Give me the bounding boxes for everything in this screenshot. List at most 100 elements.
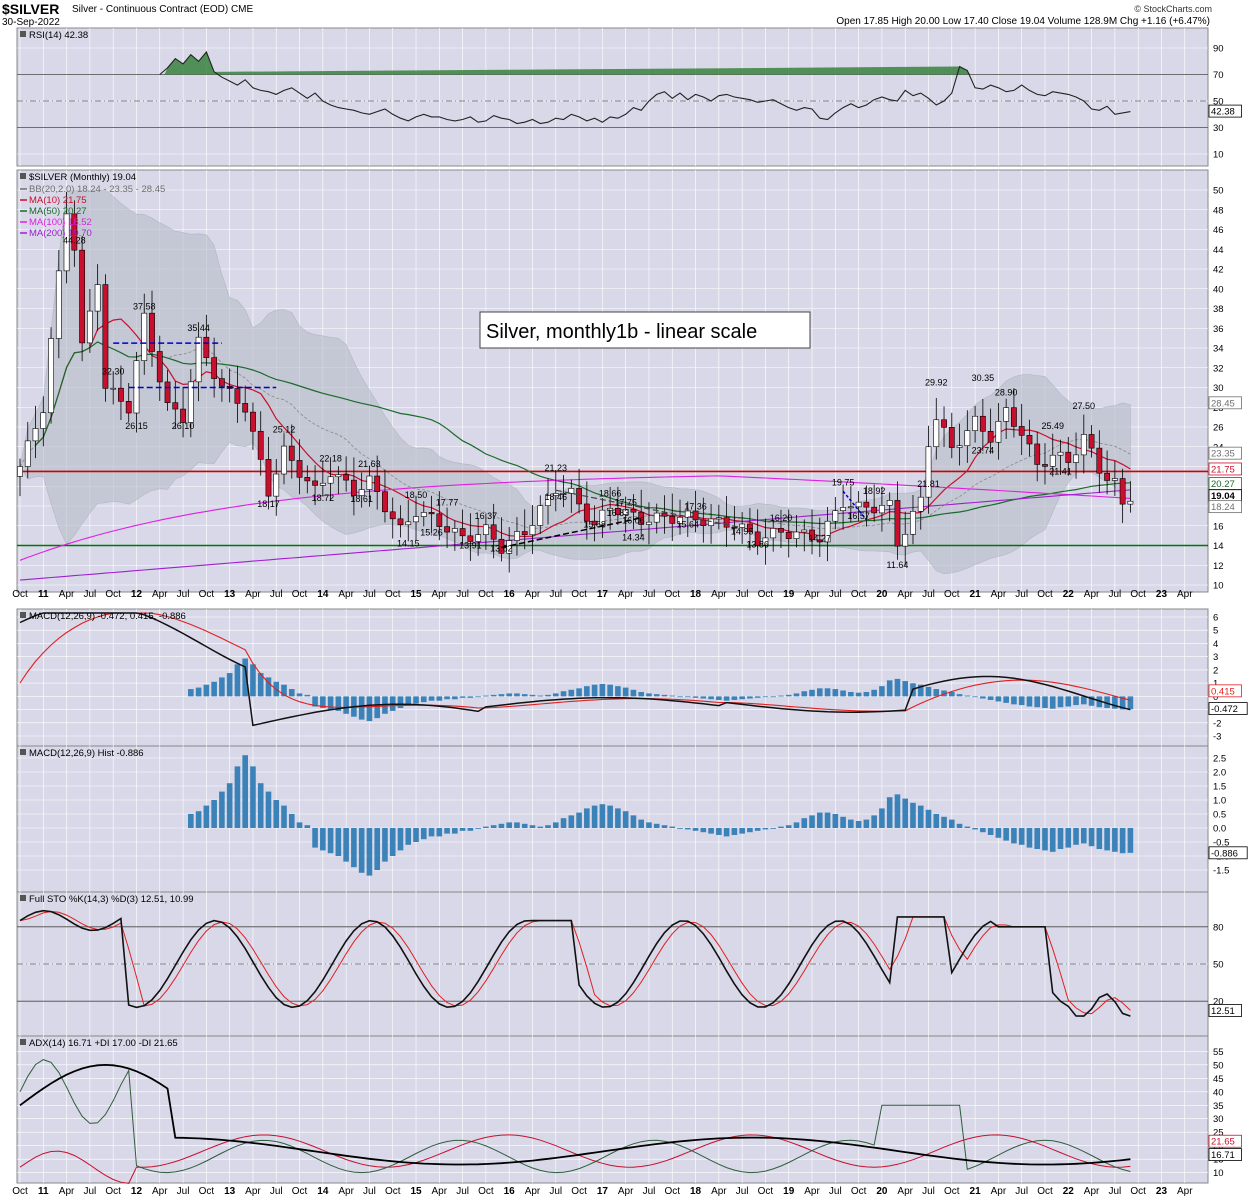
x-tick-label: Apr [525, 1186, 541, 1197]
panel-title-sto: Full STO %K(14,3) %D(3) 12.51, 10.99 [29, 894, 194, 905]
panel-adx-bg [16, 1035, 1209, 1184]
candle-down [296, 460, 303, 478]
macd-hist-bar [1018, 696, 1025, 706]
candle-down [521, 531, 528, 536]
candle-up [855, 501, 862, 508]
macd-hist-bar [242, 658, 248, 697]
value-label-box [1208, 1134, 1242, 1148]
y-tick-label: 50 [1213, 186, 1224, 197]
hist-bar [677, 828, 683, 829]
value-label: 21.75 [1211, 464, 1235, 475]
x-tick-label: Apr [804, 1186, 820, 1197]
price-pivot-label: 16.20 [770, 513, 793, 523]
x-tick-label: Oct [292, 1186, 308, 1197]
hist-bar [498, 823, 505, 828]
candle-down [785, 531, 792, 539]
macd-hist-bar [731, 696, 738, 700]
hist-bar [382, 828, 388, 862]
hist-bar [902, 798, 909, 828]
x-tick-label: Apr [1177, 1186, 1193, 1197]
hist-bar [708, 828, 714, 834]
macd-hist-bar [871, 689, 877, 697]
value-label-box [1208, 104, 1242, 118]
hist-bar [692, 828, 699, 831]
hist-bar [304, 825, 311, 828]
macd-hist-bar [545, 694, 551, 697]
candle-up [972, 415, 978, 431]
macd-hist-bar [964, 695, 971, 697]
y-tick-label: 16 [1213, 521, 1224, 532]
candle-down [816, 539, 823, 543]
hist-bar [537, 826, 544, 828]
price-pivot-label: 14.95 [731, 527, 754, 537]
macd-hist-bar [467, 696, 474, 698]
hist-bar [506, 822, 512, 828]
price-pivot-label: 25.49 [1041, 421, 1064, 431]
y-tick-label: 40 [1213, 284, 1224, 295]
macd-hist-bar [257, 673, 264, 697]
x-tick-label: 19 [783, 589, 795, 600]
hist-bar [1057, 828, 1064, 849]
candle-up [622, 509, 629, 515]
symbol-description: Silver - Continuous Contract (EOD) [72, 4, 229, 15]
hist-bar [312, 828, 318, 848]
y-tick-label: 1.5 [1213, 782, 1226, 793]
macd-hist-bar [661, 694, 668, 697]
macd-hist-bar [1112, 696, 1118, 709]
x-tick-label: 17 [597, 1186, 609, 1197]
candle-up [560, 493, 567, 495]
hist-bar [1003, 828, 1009, 841]
hist-bar [917, 805, 924, 828]
y-tick-label: 1.0 [1213, 796, 1226, 807]
hist-bar [296, 822, 303, 828]
candle-up [910, 511, 916, 535]
y-tick-label: 0.5 [1213, 810, 1226, 821]
candle-down [172, 402, 179, 410]
macd-hist-bar [281, 684, 287, 697]
hist-bar [521, 823, 528, 828]
candle-down [576, 488, 582, 505]
hist-bar [188, 814, 194, 828]
panel-menu-icon [20, 1039, 26, 1045]
candle-down [1104, 472, 1110, 481]
hist-bar [599, 804, 606, 828]
candle-down [211, 357, 218, 379]
x-tick-label: Apr [897, 1186, 913, 1197]
hist-bar [785, 825, 792, 828]
candle-up [55, 270, 62, 339]
y-tick-label: 3 [1213, 652, 1218, 663]
price-pivot-label: 14.34 [622, 533, 645, 543]
macd-hist-bar [506, 693, 512, 697]
hist-bar [1065, 828, 1072, 848]
value-label-box [1208, 684, 1242, 698]
hist-bar [824, 812, 831, 828]
panel-menu-icon [20, 31, 26, 37]
x-tick-label: 18 [690, 1186, 702, 1197]
legend-entry: MA(50) 20.27 [29, 206, 87, 217]
x-tick-label: Oct [385, 1186, 401, 1197]
candle-down [979, 415, 986, 432]
hist-bar [343, 828, 349, 862]
y-tick-label: 48 [1213, 205, 1224, 216]
macd-hist-bar [630, 689, 637, 697]
macd-hist-bar [265, 677, 272, 697]
macd-hist-bar [793, 693, 800, 697]
candle-down [164, 381, 171, 403]
chart-date: 30-Sep-2022 [2, 17, 60, 28]
macd-hist-bar [1049, 696, 1056, 709]
y-tick-label: 4 [1213, 639, 1218, 650]
price-pivot-label: 25.12 [273, 425, 296, 435]
candle-up [917, 496, 924, 512]
x-tick-label: Apr [245, 589, 261, 600]
hist-bar [638, 819, 644, 828]
candle-down [692, 510, 699, 521]
candle-down [343, 474, 350, 481]
x-tick-label: Oct [758, 589, 774, 600]
candle-up [537, 505, 544, 526]
hist-bar [1104, 828, 1110, 851]
x-tick-label: Jul [363, 1186, 376, 1197]
y-tick-label: 32 [1213, 363, 1224, 374]
legend-entry: BB(20,2.0) 18.24 - 23.35 - 28.45 [29, 184, 165, 195]
hist-bar [374, 828, 380, 870]
candle-down [583, 503, 590, 522]
